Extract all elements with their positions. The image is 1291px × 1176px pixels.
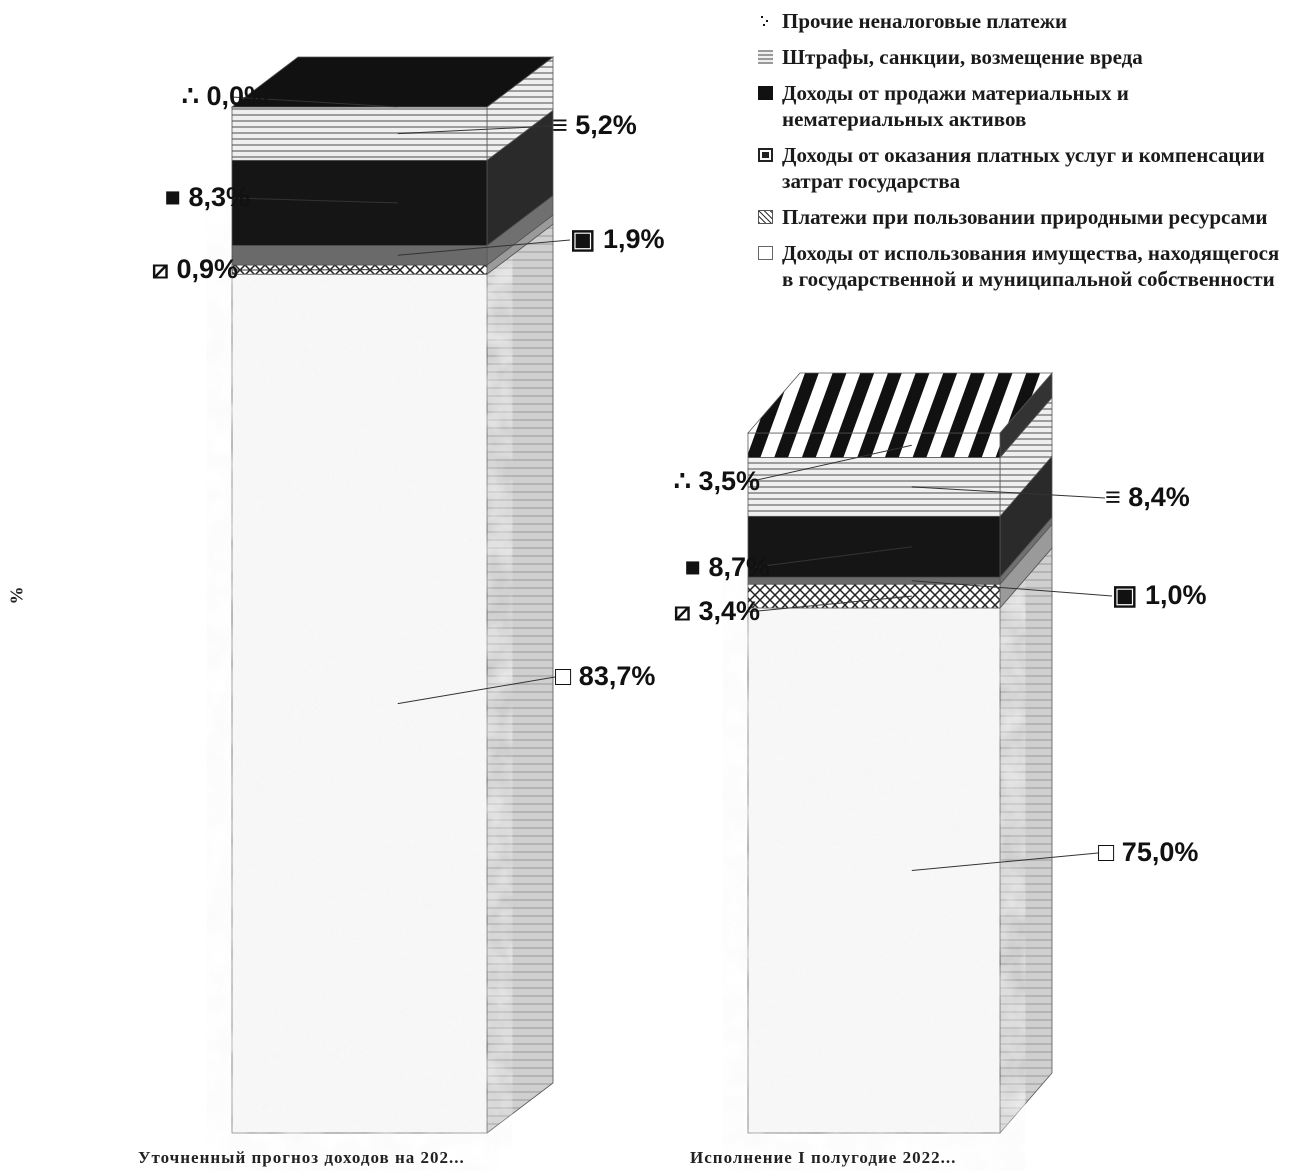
bar-segment [232,160,487,245]
data-label: □ 83,7% [555,661,655,691]
bar-segment [748,516,1000,577]
legend-item-paid-services: Доходы от оказания платных услуг и компе… [758,142,1288,194]
data-label: ■ 8,3% [165,182,250,212]
legend-item-natural-resources: Платежи при пользовании природными ресур… [758,204,1288,230]
legend-item-assets-sale: Доходы от продажи материальных и нематер… [758,80,1288,132]
bar-texture [232,274,487,1133]
legend: Прочие неналоговые платежи Штрафы, санкц… [758,8,1288,302]
legend-item-property-income: Доходы от использования имущества, наход… [758,240,1288,292]
category-label: Исполнение I полугодие 2022... [690,1148,956,1168]
legend-label: Доходы от использования имущества, наход… [782,241,1279,291]
bar-texture [748,608,1000,1133]
data-label: ▣ 1,0% [1112,580,1207,610]
legend-swatch-icon [758,246,773,260]
data-label: ≡ 5,2% [552,110,637,140]
legend-label: Прочие неналоговые платежи [782,9,1067,33]
legend-swatch-icon [758,210,773,224]
legend-swatch-icon [758,86,773,100]
bar-segment-side [1000,548,1052,1133]
bar-segment [748,458,1000,517]
bar-segment [232,246,487,265]
data-label: ∴ 0,0% [182,81,268,111]
legend-label: Доходы от оказания платных услуг и компе… [782,143,1265,193]
legend-swatch-icon [758,14,773,28]
legend-swatch-icon [758,148,773,162]
data-label: ▣ 1,9% [570,224,665,254]
category-label: Уточненный прогноз доходов на 202... [138,1148,465,1168]
data-label: □ 75,0% [1098,837,1198,867]
legend-label: Платежи при пользовании природными ресур… [782,205,1268,229]
bar-segment [232,107,487,160]
legend-label: Штрафы, санкции, возмещение вреда [782,45,1143,69]
data-label: ■ 8,7% [685,552,770,582]
legend-label: Доходы от продажи материальных и нематер… [782,81,1129,131]
legend-swatch-icon [758,50,773,64]
bar-segment [748,584,1000,608]
legend-item-other: Прочие неналоговые платежи [758,8,1288,34]
data-label: ⧄ 0,9% [152,254,238,284]
legend-item-fines: Штрафы, санкции, возмещение вреда [758,44,1288,70]
data-label: ≡ 8,4% [1105,482,1190,512]
data-label: ∴ 3,5% [674,466,760,496]
data-label: ⧄ 3,4% [674,596,760,626]
y-axis-label: % [7,587,28,605]
bar-segment [748,577,1000,584]
bar-top [748,373,1052,433]
